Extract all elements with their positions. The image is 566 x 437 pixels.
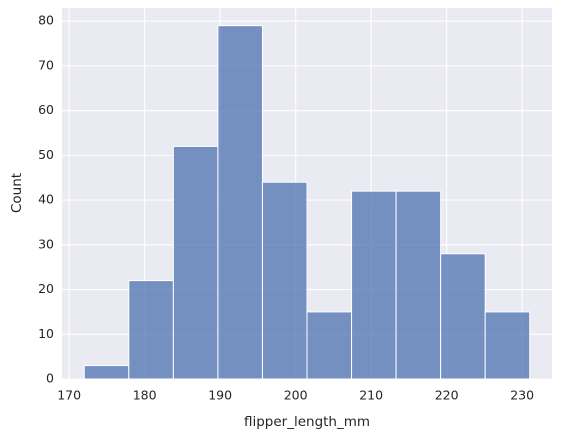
- x-tick-label: 170: [57, 388, 81, 403]
- bar: [484, 311, 531, 380]
- x-tick-label: 200: [284, 388, 308, 403]
- y-tick-label: 50: [38, 147, 54, 162]
- bar: [172, 145, 219, 380]
- x-tick-label: 220: [435, 388, 459, 403]
- y-tick-label: 70: [38, 57, 54, 72]
- bar: [261, 181, 308, 380]
- y-tick-label: 10: [38, 326, 54, 341]
- bar: [306, 311, 353, 380]
- x-tick-label: 230: [510, 388, 534, 403]
- bar: [440, 253, 486, 380]
- x-tick-label: 210: [359, 388, 383, 403]
- y-axis-label: Count: [9, 173, 25, 213]
- bar: [83, 365, 130, 380]
- y-tick-label: 30: [38, 236, 54, 251]
- x-tick-label: 180: [133, 388, 157, 403]
- bar: [395, 190, 442, 380]
- y-tick-label: 40: [38, 192, 54, 207]
- y-tick-label: 20: [38, 281, 54, 296]
- y-tick-label: 60: [38, 102, 54, 117]
- x-tick-label: 190: [208, 388, 232, 403]
- bar: [217, 25, 263, 380]
- y-tick-label: 80: [38, 13, 54, 28]
- y-tick-label: 0: [46, 371, 54, 386]
- bar: [128, 280, 174, 380]
- x-axis-label: flipper_length_mm: [244, 414, 370, 430]
- bar: [351, 190, 397, 380]
